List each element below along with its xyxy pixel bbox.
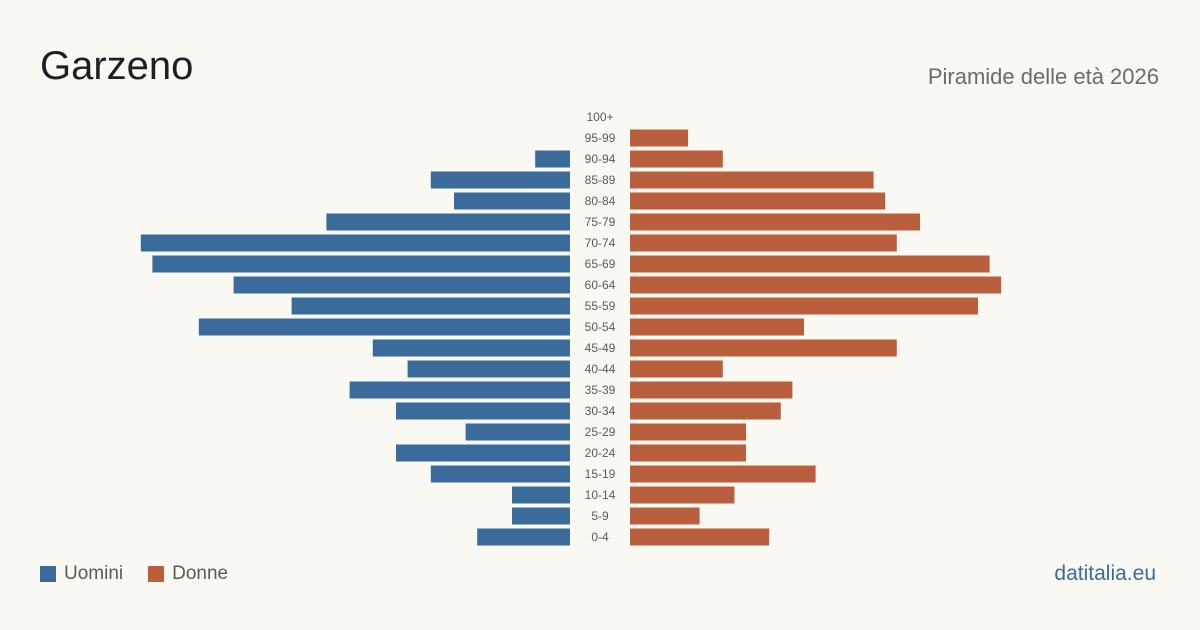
bar-men-75-79 <box>326 213 570 231</box>
bar-men-40-44 <box>407 360 570 378</box>
bar-women-75-79 <box>630 213 920 231</box>
bar-women-95-99 <box>630 129 688 147</box>
bar-women-20-24 <box>630 444 746 462</box>
age-label-20-24: 20-24 <box>585 446 616 460</box>
bar-women-25-29 <box>630 423 746 441</box>
legend-item-men: Uomini <box>40 563 123 585</box>
bar-women-0-4 <box>630 528 770 546</box>
bar-men-65-69 <box>152 255 570 273</box>
age-label-50-54: 50-54 <box>585 320 616 334</box>
bar-men-25-29 <box>465 423 570 441</box>
age-label-65-69: 65-69 <box>585 257 616 271</box>
age-label-70-74: 70-74 <box>585 236 616 250</box>
age-label-80-84: 80-84 <box>585 194 616 208</box>
age-label-60-64: 60-64 <box>585 278 616 292</box>
bar-men-10-14 <box>512 486 570 504</box>
brand-link[interactable]: datitalia.eu <box>1054 562 1156 585</box>
bar-men-90-94 <box>535 150 570 168</box>
age-label-75-79: 75-79 <box>585 215 616 229</box>
bar-men-5-9 <box>512 507 570 525</box>
bar-men-35-39 <box>349 381 570 399</box>
bar-men-50-54 <box>198 318 571 336</box>
age-label-55-59: 55-59 <box>585 299 616 313</box>
bar-women-35-39 <box>630 381 793 399</box>
bar-women-70-74 <box>630 234 897 252</box>
bar-men-60-64 <box>233 276 570 294</box>
legend-swatch-women <box>148 566 165 582</box>
bar-men-85-89 <box>430 171 570 189</box>
bar-men-70-74 <box>140 234 571 252</box>
age-label-45-49: 45-49 <box>585 341 616 355</box>
bar-women-60-64 <box>630 276 1002 294</box>
bar-women-40-44 <box>630 360 723 378</box>
legend-item-women: Donne <box>148 563 228 585</box>
bar-women-85-89 <box>630 171 874 189</box>
age-label-5-9: 5-9 <box>591 509 609 523</box>
bar-women-5-9 <box>630 507 700 525</box>
age-label-100+: 100+ <box>586 110 613 124</box>
age-label-25-29: 25-29 <box>585 425 616 439</box>
chart-subtitle: Piramide delle età 2026 <box>927 64 1159 89</box>
age-label-90-94: 90-94 <box>585 152 616 166</box>
age-label-95-99: 95-99 <box>585 131 616 145</box>
legend-swatch-men <box>40 566 56 582</box>
bar-women-15-19 <box>630 465 816 483</box>
age-label-0-4: 0-4 <box>591 530 609 544</box>
age-label-85-89: 85-89 <box>585 173 616 187</box>
bar-men-15-19 <box>430 465 570 483</box>
bar-men-30-34 <box>396 402 570 420</box>
bar-men-45-49 <box>372 339 570 357</box>
bar-men-55-59 <box>291 297 570 315</box>
bar-women-10-14 <box>630 486 735 504</box>
bar-women-65-69 <box>630 255 990 273</box>
bar-women-55-59 <box>630 297 978 315</box>
bar-women-45-49 <box>630 339 897 357</box>
legend: Uomini Donne <box>40 563 253 585</box>
legend-label-men: Uomini <box>64 563 124 584</box>
bar-women-30-34 <box>630 402 781 420</box>
bar-men-0-4 <box>477 528 570 546</box>
age-label-10-14: 10-14 <box>585 488 616 502</box>
age-label-30-34: 30-34 <box>585 404 616 418</box>
page-title: Garzeno <box>40 44 194 88</box>
age-label-35-39: 35-39 <box>585 383 616 397</box>
age-label-15-19: 15-19 <box>585 467 616 481</box>
legend-label-women: Donne <box>172 563 229 584</box>
bar-men-80-84 <box>454 192 570 210</box>
bar-men-20-24 <box>396 444 570 462</box>
age-label-40-44: 40-44 <box>585 362 616 376</box>
bar-women-90-94 <box>630 150 723 168</box>
bar-women-80-84 <box>630 192 886 210</box>
bar-women-50-54 <box>630 318 804 336</box>
